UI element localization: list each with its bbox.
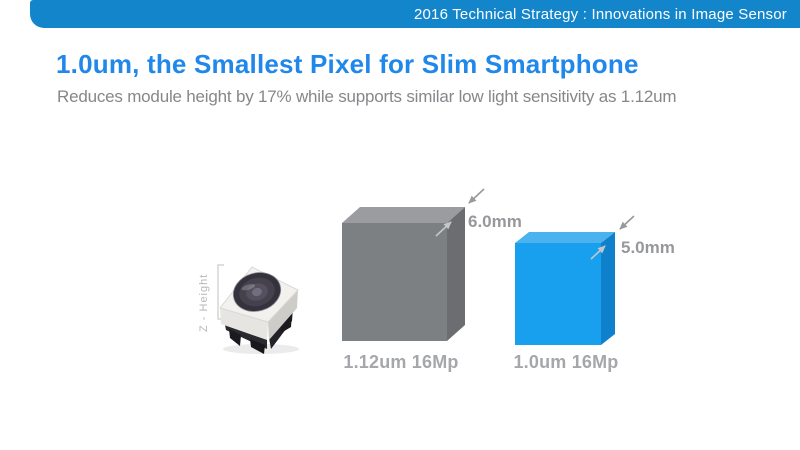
cube-1-12um-front bbox=[342, 223, 447, 341]
caption-1-0um: 1.0um 16Mp bbox=[513, 352, 619, 372]
height-label-1-12um: 6.0mm bbox=[468, 212, 522, 231]
cube-1-12um-top bbox=[342, 207, 465, 223]
camera-module-photo: Z - Height bbox=[198, 264, 299, 354]
cube-1-0um-side bbox=[601, 232, 615, 345]
comparison-graphic bbox=[342, 188, 635, 345]
cube-1-12um bbox=[342, 207, 465, 341]
cube-1-0um-top bbox=[515, 232, 615, 243]
header-caption: 2016 Technical Strategy : Innovations in… bbox=[413, 5, 787, 23]
height-label-1-0um: 5.0mm bbox=[621, 238, 675, 257]
height-arrow-upper-1-12um bbox=[468, 188, 485, 204]
height-arrow-lower-1-12um bbox=[435, 221, 452, 237]
cube-1-12um-side bbox=[447, 207, 465, 341]
height-arrow-lower-1-0um bbox=[590, 245, 606, 260]
cube-1-0um-front bbox=[515, 243, 601, 345]
cube-1-0um bbox=[515, 232, 615, 345]
page-subtitle: Reduces module height by 17% while suppo… bbox=[57, 87, 677, 106]
module-lens bbox=[232, 272, 282, 312]
height-arrow-upper-1-0um bbox=[619, 215, 635, 230]
caption-1-12um: 1.12um 16Mp bbox=[343, 352, 459, 372]
z-height-label: Z - Height bbox=[198, 274, 210, 332]
page-title: 1.0um, the Smallest Pixel for Slim Smart… bbox=[56, 49, 639, 79]
header-bar: 2016 Technical Strategy : Innovations in… bbox=[30, 0, 800, 28]
